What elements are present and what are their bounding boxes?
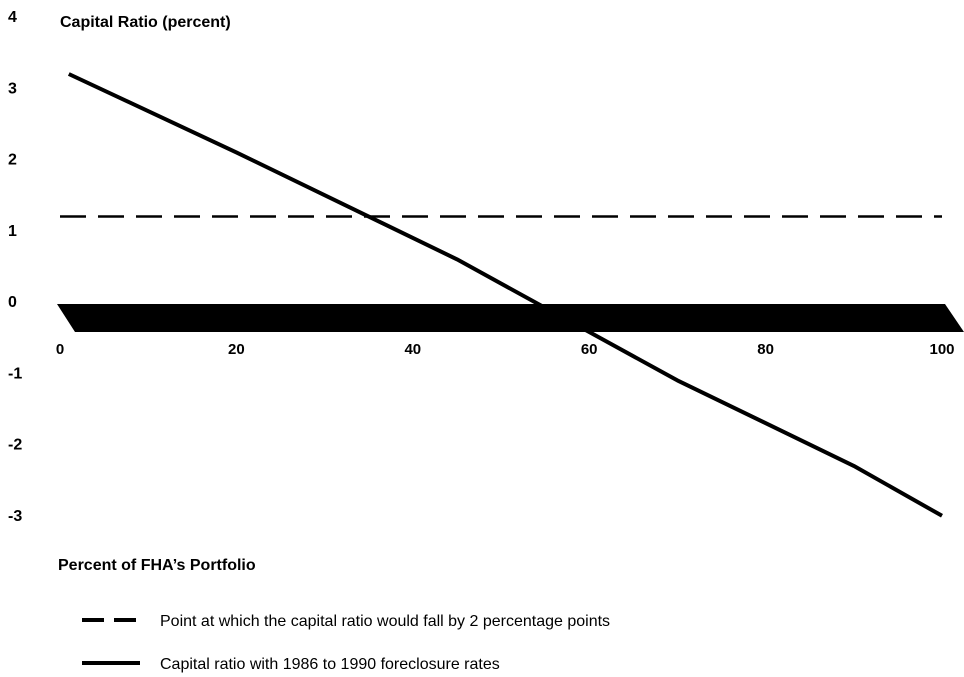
y-tick-label: -1: [8, 365, 22, 382]
x-tick-label: 60: [581, 341, 598, 358]
x-tick-label: 40: [404, 341, 421, 358]
x-tick-label: 100: [929, 341, 954, 358]
legend-dashed-label: Point at which the capital ratio would f…: [160, 613, 610, 630]
series-layer: [60, 72, 943, 518]
x-axis-label: Percent of FHA’s Portfolio: [58, 557, 256, 574]
x-tick-label: 80: [757, 341, 774, 358]
x-tick-label: 20: [228, 341, 245, 358]
zero-axis-band: [57, 304, 964, 332]
legend: Point at which the capital ratio would f…: [82, 613, 610, 673]
y-tick-label: 2: [8, 152, 17, 169]
x-tick-label: 0: [56, 341, 64, 358]
y-tick-label: 1: [8, 223, 17, 240]
capital-ratio-line: [67, 72, 943, 518]
y-tick-label: 4: [8, 9, 17, 26]
y-tick-label: -3: [8, 508, 22, 525]
y-axis-ticks: 4 3 2 1 0 -1 -2 -3: [8, 9, 22, 525]
chart-title: Capital Ratio (percent): [60, 14, 231, 31]
y-tick-label: -2: [8, 437, 22, 454]
x-axis-ticks: 0 20 40 60 80 100: [56, 341, 955, 358]
y-tick-label: 3: [8, 80, 17, 97]
legend-solid-label: Capital ratio with 1986 to 1990 foreclos…: [160, 656, 500, 673]
y-tick-label: 0: [8, 294, 17, 311]
